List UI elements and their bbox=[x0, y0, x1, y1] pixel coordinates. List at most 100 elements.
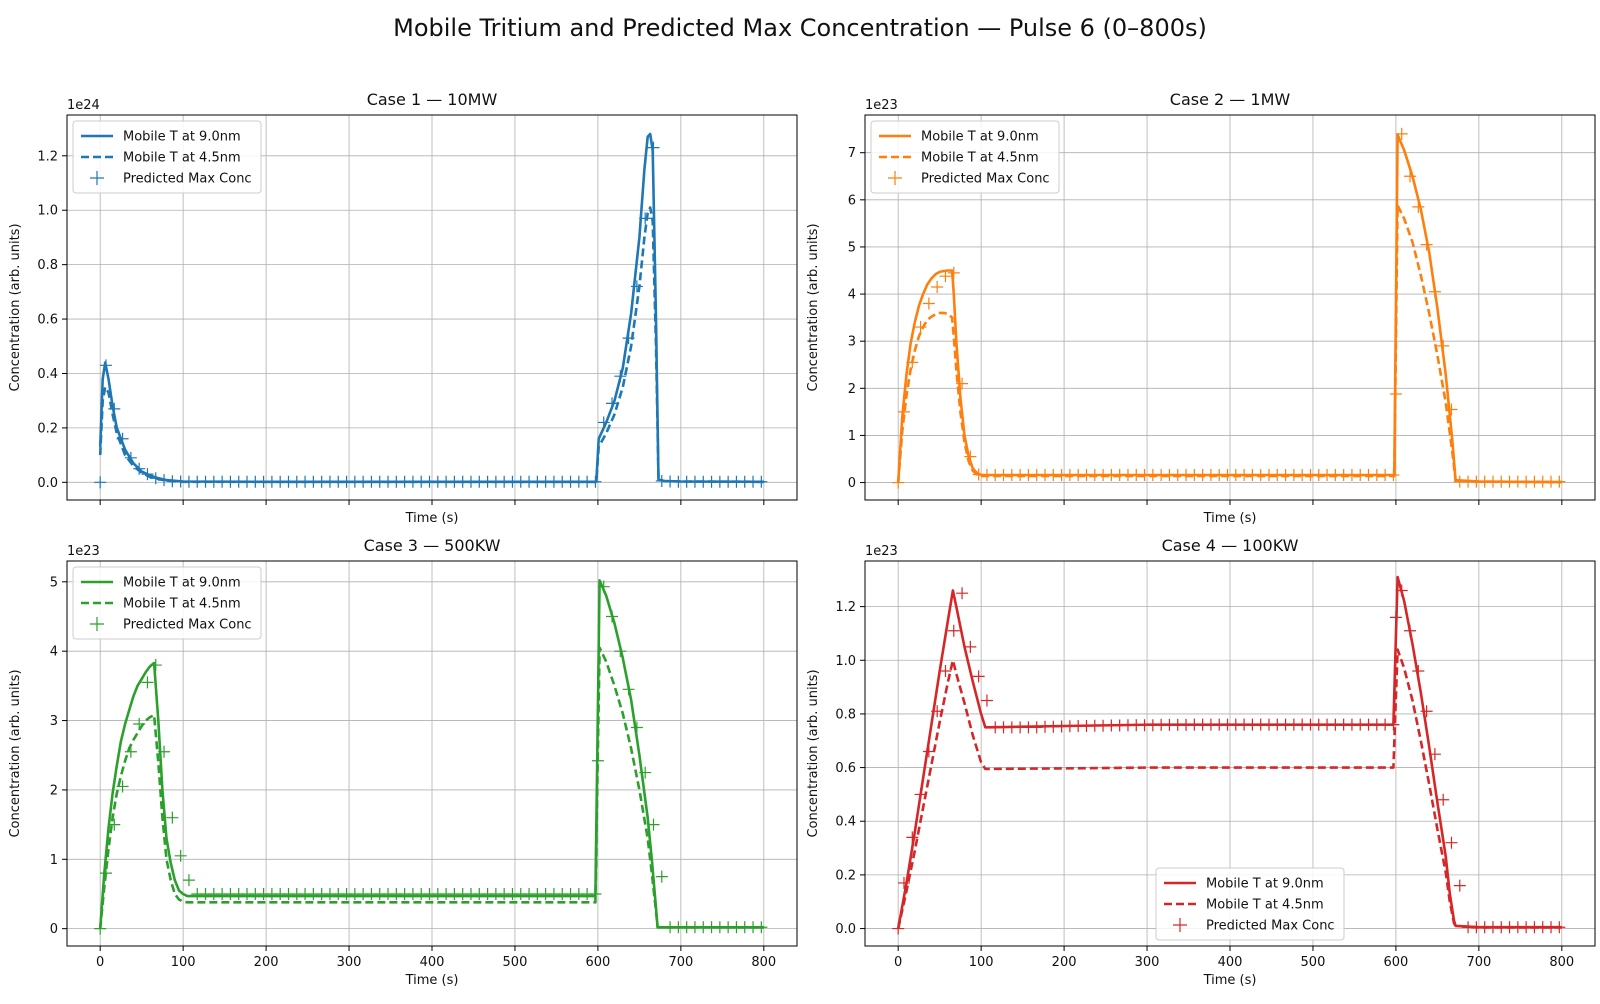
x-tick-label: 400 bbox=[420, 955, 445, 970]
data-point-marker bbox=[99, 359, 112, 372]
y-tick-label: 0 bbox=[848, 476, 856, 491]
y-offset-text: 1e23 bbox=[865, 544, 898, 559]
data-point-marker bbox=[1404, 624, 1417, 637]
data-point-marker bbox=[597, 416, 610, 429]
data-point-marker bbox=[1453, 879, 1466, 892]
legend-box bbox=[1155, 867, 1345, 941]
data-point-marker bbox=[133, 718, 146, 731]
data-point-marker bbox=[116, 432, 129, 445]
legend-marker-icon bbox=[90, 171, 104, 185]
y-tick-label: 1 bbox=[50, 853, 58, 868]
data-point-marker bbox=[141, 676, 154, 689]
data-point-marker bbox=[614, 370, 627, 383]
y-tick-label: 6 bbox=[848, 193, 856, 208]
data-point-marker bbox=[931, 281, 944, 294]
data-point-marker bbox=[622, 683, 635, 696]
legend: Mobile T at 9.0nm Mobile T at 4.5nm Predic… bbox=[72, 120, 262, 194]
y-tick-label: 5 bbox=[848, 240, 856, 255]
data-point-marker bbox=[914, 321, 927, 334]
data-point-marker bbox=[980, 694, 993, 707]
legend-label: Mobile T at 9.0nm bbox=[123, 130, 241, 145]
x-tick-label: 100 bbox=[171, 955, 196, 970]
data-point-marker bbox=[956, 587, 969, 600]
y-tick-label: 0.6 bbox=[37, 313, 58, 328]
y-tick-label: 0.0 bbox=[37, 476, 58, 491]
legend-marker-icon bbox=[1173, 918, 1187, 932]
legend-label: Mobile T at 4.5nm bbox=[123, 151, 241, 166]
legend-box bbox=[870, 120, 1060, 194]
x-tick-label: 500 bbox=[503, 955, 528, 970]
data-point-marker bbox=[1387, 718, 1400, 731]
data-point-marker bbox=[597, 580, 610, 593]
y-tick-label: 0.2 bbox=[37, 421, 58, 436]
data-point-marker bbox=[931, 705, 944, 718]
x-tick-label: 200 bbox=[1052, 955, 1077, 970]
data-point-marker bbox=[1553, 475, 1566, 488]
y-tick-label: 0.4 bbox=[835, 815, 856, 830]
data-point-marker bbox=[94, 922, 107, 935]
data-point-marker bbox=[1412, 665, 1425, 677]
data-point-marker bbox=[606, 397, 619, 410]
series-line-4-5nm bbox=[896, 648, 1562, 929]
data-point-marker bbox=[922, 297, 935, 310]
x-tick-label: 100 bbox=[969, 955, 994, 970]
data-point-marker bbox=[639, 212, 652, 225]
data-point-marker bbox=[897, 876, 910, 889]
legend-label: Predicted Max Conc bbox=[123, 618, 252, 633]
y-tick-label: 5 bbox=[50, 575, 58, 590]
y-tick-label: 3 bbox=[50, 714, 58, 729]
data-point-marker bbox=[647, 141, 660, 154]
x-tick-label: 300 bbox=[337, 955, 362, 970]
data-point-marker bbox=[892, 476, 905, 489]
data-point-marker bbox=[1387, 469, 1400, 482]
data-point-marker bbox=[591, 754, 604, 767]
y-offset-text: 1e24 bbox=[67, 98, 100, 113]
series-markers bbox=[94, 580, 768, 935]
series-line-4-5nm bbox=[98, 646, 764, 929]
subplot-4: 0 100 200 300 400 500 600 700 800 0.0 0.2 0.4 0.6 0.8… bbox=[806, 536, 1596, 988]
legend-label: Predicted Max Conc bbox=[1206, 919, 1335, 934]
data-point-marker bbox=[1420, 705, 1433, 718]
data-point-marker bbox=[964, 640, 977, 653]
legend-marker-icon bbox=[90, 617, 104, 631]
data-point-marker bbox=[956, 377, 969, 390]
x-tick-label: 600 bbox=[1383, 955, 1408, 970]
data-point-marker bbox=[755, 921, 768, 934]
data-point-marker bbox=[947, 624, 960, 637]
legend-label: Mobile T at 9.0nm bbox=[123, 576, 241, 591]
legend-label: Mobile T at 9.0nm bbox=[921, 130, 1039, 145]
data-point-marker bbox=[1553, 921, 1566, 934]
series-line-9-0nm bbox=[98, 579, 764, 929]
data-point-marker bbox=[1437, 339, 1450, 352]
series-markers bbox=[892, 584, 1566, 935]
y-tick-label: 4 bbox=[50, 645, 58, 660]
y-axis-label: Concentration (arb. units) bbox=[8, 223, 23, 391]
series-line-4-5nm bbox=[98, 206, 764, 484]
y-tick-label: 0.6 bbox=[835, 761, 856, 776]
data-point-marker bbox=[939, 665, 952, 677]
data-point-marker bbox=[964, 450, 977, 463]
y-tick-label: 1.2 bbox=[835, 600, 856, 615]
data-point-marker bbox=[1412, 200, 1425, 213]
y-tick-label: 1.0 bbox=[835, 654, 856, 669]
legend: Mobile T at 9.0nm Mobile T at 4.5nm Predic… bbox=[870, 120, 1060, 194]
x-tick-label: 800 bbox=[1549, 955, 1574, 970]
y-tick-label: 0.0 bbox=[835, 922, 856, 937]
y-tick-label: 0.2 bbox=[835, 868, 856, 883]
data-point-marker bbox=[939, 270, 952, 283]
data-point-marker bbox=[1445, 403, 1458, 416]
data-point-marker bbox=[614, 645, 627, 658]
data-point-marker bbox=[133, 462, 146, 475]
legend: Mobile T at 9.0nm Mobile T at 4.5nm Predic… bbox=[1155, 867, 1345, 941]
data-point-marker bbox=[124, 745, 137, 758]
data-point-marker bbox=[166, 811, 179, 824]
legend-label: Predicted Max Conc bbox=[123, 172, 252, 187]
data-point-marker bbox=[108, 402, 121, 415]
data-point-marker bbox=[149, 659, 162, 672]
data-point-marker bbox=[1428, 285, 1441, 298]
data-point-marker bbox=[622, 332, 635, 345]
y-axis-label: Concentration (arb. units) bbox=[8, 669, 23, 837]
legend-marker-icon bbox=[888, 171, 902, 185]
